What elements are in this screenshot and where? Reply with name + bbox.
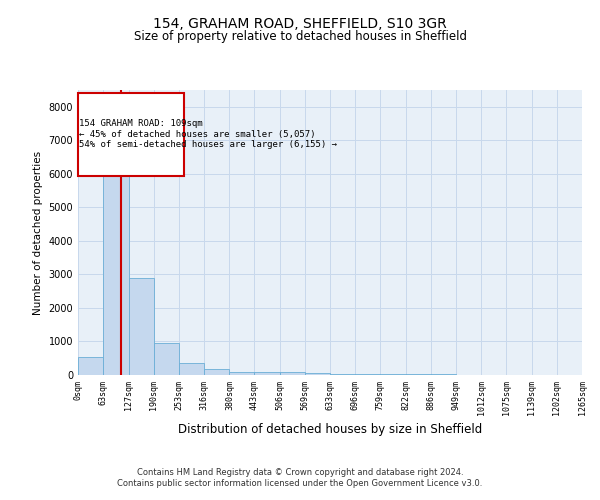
Bar	[280, 372, 305, 375]
X-axis label: Distribution of detached houses by size in Sheffield: Distribution of detached houses by size …	[178, 423, 482, 436]
Bar	[330, 374, 355, 375]
Y-axis label: Number of detached properties: Number of detached properties	[33, 150, 43, 314]
Bar	[154, 343, 179, 375]
Bar	[179, 364, 204, 375]
Bar	[406, 374, 431, 375]
Bar	[229, 372, 254, 375]
Bar	[103, 160, 128, 375]
Text: Size of property relative to detached houses in Sheffield: Size of property relative to detached ho…	[133, 30, 467, 43]
Bar	[305, 374, 330, 375]
Bar	[128, 278, 154, 375]
Bar	[355, 374, 380, 375]
Bar	[78, 356, 103, 375]
Text: Contains HM Land Registry data © Crown copyright and database right 2024.
Contai: Contains HM Land Registry data © Crown c…	[118, 468, 482, 487]
Bar	[254, 372, 280, 375]
Bar	[431, 374, 456, 375]
Bar	[380, 374, 406, 375]
FancyBboxPatch shape	[78, 93, 184, 176]
Text: 154, GRAHAM ROAD, SHEFFIELD, S10 3GR: 154, GRAHAM ROAD, SHEFFIELD, S10 3GR	[153, 18, 447, 32]
Text: 154 GRAHAM ROAD: 109sqm
← 45% of detached houses are smaller (5,057)
54% of semi: 154 GRAHAM ROAD: 109sqm ← 45% of detache…	[79, 120, 337, 149]
Bar	[204, 370, 229, 375]
